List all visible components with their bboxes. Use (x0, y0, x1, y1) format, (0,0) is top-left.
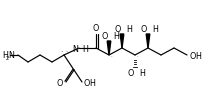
Text: O: O (128, 70, 134, 78)
Text: H: H (113, 32, 119, 40)
Text: H: H (2, 50, 8, 60)
Text: 2: 2 (6, 56, 9, 61)
Text: O: O (84, 80, 90, 88)
Text: ·: · (149, 47, 151, 53)
Text: O: O (57, 80, 63, 88)
Text: ·: · (110, 54, 112, 60)
Text: O: O (189, 52, 195, 60)
Text: ·: · (123, 47, 125, 53)
Text: H: H (82, 44, 88, 53)
Text: O: O (93, 23, 99, 33)
Polygon shape (146, 34, 150, 48)
Text: ·: · (60, 49, 62, 57)
Text: H: H (126, 25, 132, 33)
Text: O: O (141, 25, 147, 33)
Polygon shape (107, 41, 111, 55)
Text: O: O (102, 32, 108, 40)
Text: H: H (152, 25, 158, 33)
Text: H: H (195, 52, 201, 60)
Text: H: H (89, 80, 95, 88)
Text: N: N (72, 44, 78, 53)
Text: ·: · (136, 54, 138, 60)
Text: H: H (139, 70, 145, 78)
Text: N: N (8, 50, 14, 60)
Text: O: O (115, 25, 121, 33)
Polygon shape (120, 34, 124, 48)
Text: ·: · (65, 49, 67, 55)
